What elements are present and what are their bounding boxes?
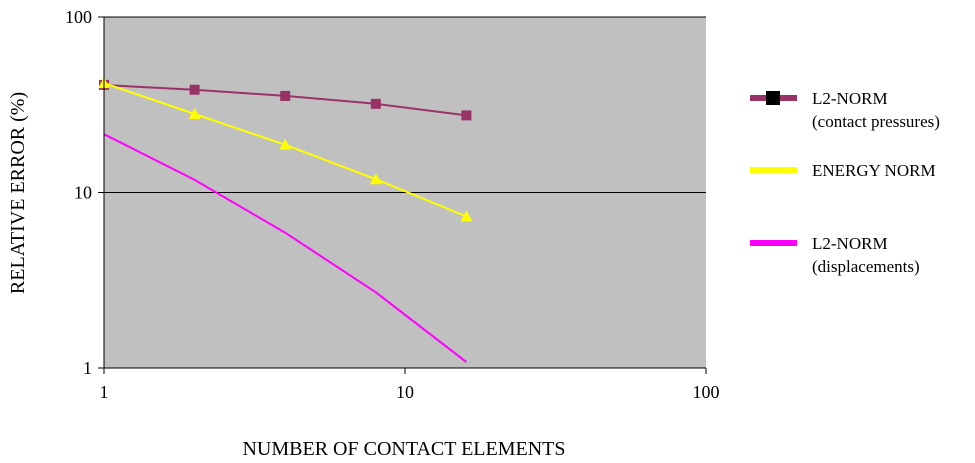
series-layer (98, 77, 473, 363)
series-1 (98, 77, 473, 222)
x-tick-label-1: 1 (100, 382, 109, 402)
legend-sublabel-0: (contact pressures) (812, 112, 940, 131)
series-line-2 (103, 133, 468, 363)
legend-entry-0: L2-NORM (contact pressures) (750, 89, 940, 131)
legend: L2-NORM (contact pressures) ENERGY NORM L2-… (750, 89, 940, 276)
y-axis-title: RELATIVE ERROR (%) (7, 92, 29, 294)
data-point-0-3 (370, 98, 381, 109)
data-point-0-1 (189, 84, 200, 95)
legend-label-2: L2-NORM (812, 234, 888, 253)
data-point-0-4 (461, 110, 472, 121)
legend-entry-2: L2-NORM (displacements) (750, 234, 920, 276)
axes: 1 10 100 1 10 100 (65, 7, 720, 402)
x-tick-label-10: 10 (396, 382, 414, 402)
y-tick-label-1: 1 (83, 358, 92, 378)
y-tick-label-10: 10 (74, 183, 92, 203)
legend-label-0: L2-NORM (812, 89, 888, 108)
x-tick-label-100: 100 (693, 382, 720, 402)
y-tick-label-100: 100 (65, 7, 92, 27)
data-point-1-2 (279, 138, 292, 150)
data-point-0-2 (280, 90, 291, 101)
legend-entry-1: ENERGY NORM (750, 161, 936, 180)
data-point-1-3 (369, 173, 382, 185)
series-2 (103, 133, 468, 363)
legend-marker-0 (766, 91, 780, 105)
data-point-1-1 (188, 108, 201, 120)
legend-sublabel-2: (displacements) (812, 257, 920, 276)
data-point-1-4 (460, 210, 473, 222)
legend-label-1: ENERGY NORM (812, 161, 936, 180)
x-axis-title: NUMBER OF CONTACT ELEMENTS (242, 438, 565, 460)
